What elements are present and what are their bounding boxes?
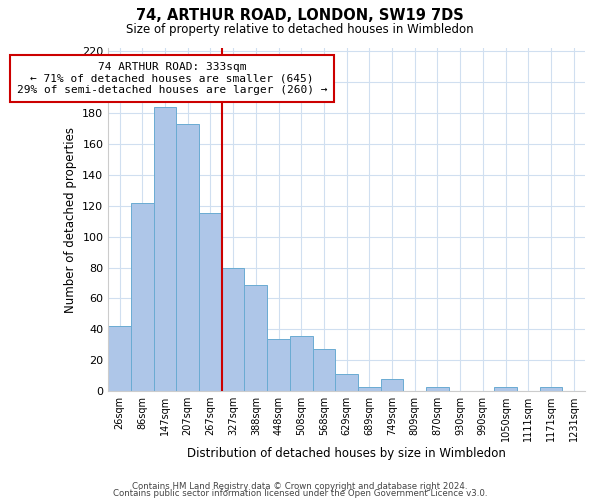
Y-axis label: Number of detached properties: Number of detached properties xyxy=(64,126,77,312)
X-axis label: Distribution of detached houses by size in Wimbledon: Distribution of detached houses by size … xyxy=(187,447,506,460)
Bar xyxy=(335,374,358,391)
Bar xyxy=(426,386,449,391)
Bar xyxy=(539,386,562,391)
Bar xyxy=(358,386,380,391)
Text: 74, ARTHUR ROAD, LONDON, SW19 7DS: 74, ARTHUR ROAD, LONDON, SW19 7DS xyxy=(136,8,464,22)
Bar xyxy=(267,338,290,391)
Bar xyxy=(313,350,335,391)
Bar xyxy=(154,107,176,391)
Bar xyxy=(380,379,403,391)
Text: 74 ARTHUR ROAD: 333sqm
← 71% of detached houses are smaller (645)
29% of semi-de: 74 ARTHUR ROAD: 333sqm ← 71% of detached… xyxy=(17,62,327,95)
Bar xyxy=(222,268,244,391)
Bar xyxy=(244,284,267,391)
Bar xyxy=(199,214,222,391)
Text: Contains public sector information licensed under the Open Government Licence v3: Contains public sector information licen… xyxy=(113,490,487,498)
Bar xyxy=(290,336,313,391)
Bar xyxy=(494,386,517,391)
Bar xyxy=(108,326,131,391)
Text: Contains HM Land Registry data © Crown copyright and database right 2024.: Contains HM Land Registry data © Crown c… xyxy=(132,482,468,491)
Bar xyxy=(176,124,199,391)
Bar xyxy=(131,202,154,391)
Text: Size of property relative to detached houses in Wimbledon: Size of property relative to detached ho… xyxy=(126,22,474,36)
